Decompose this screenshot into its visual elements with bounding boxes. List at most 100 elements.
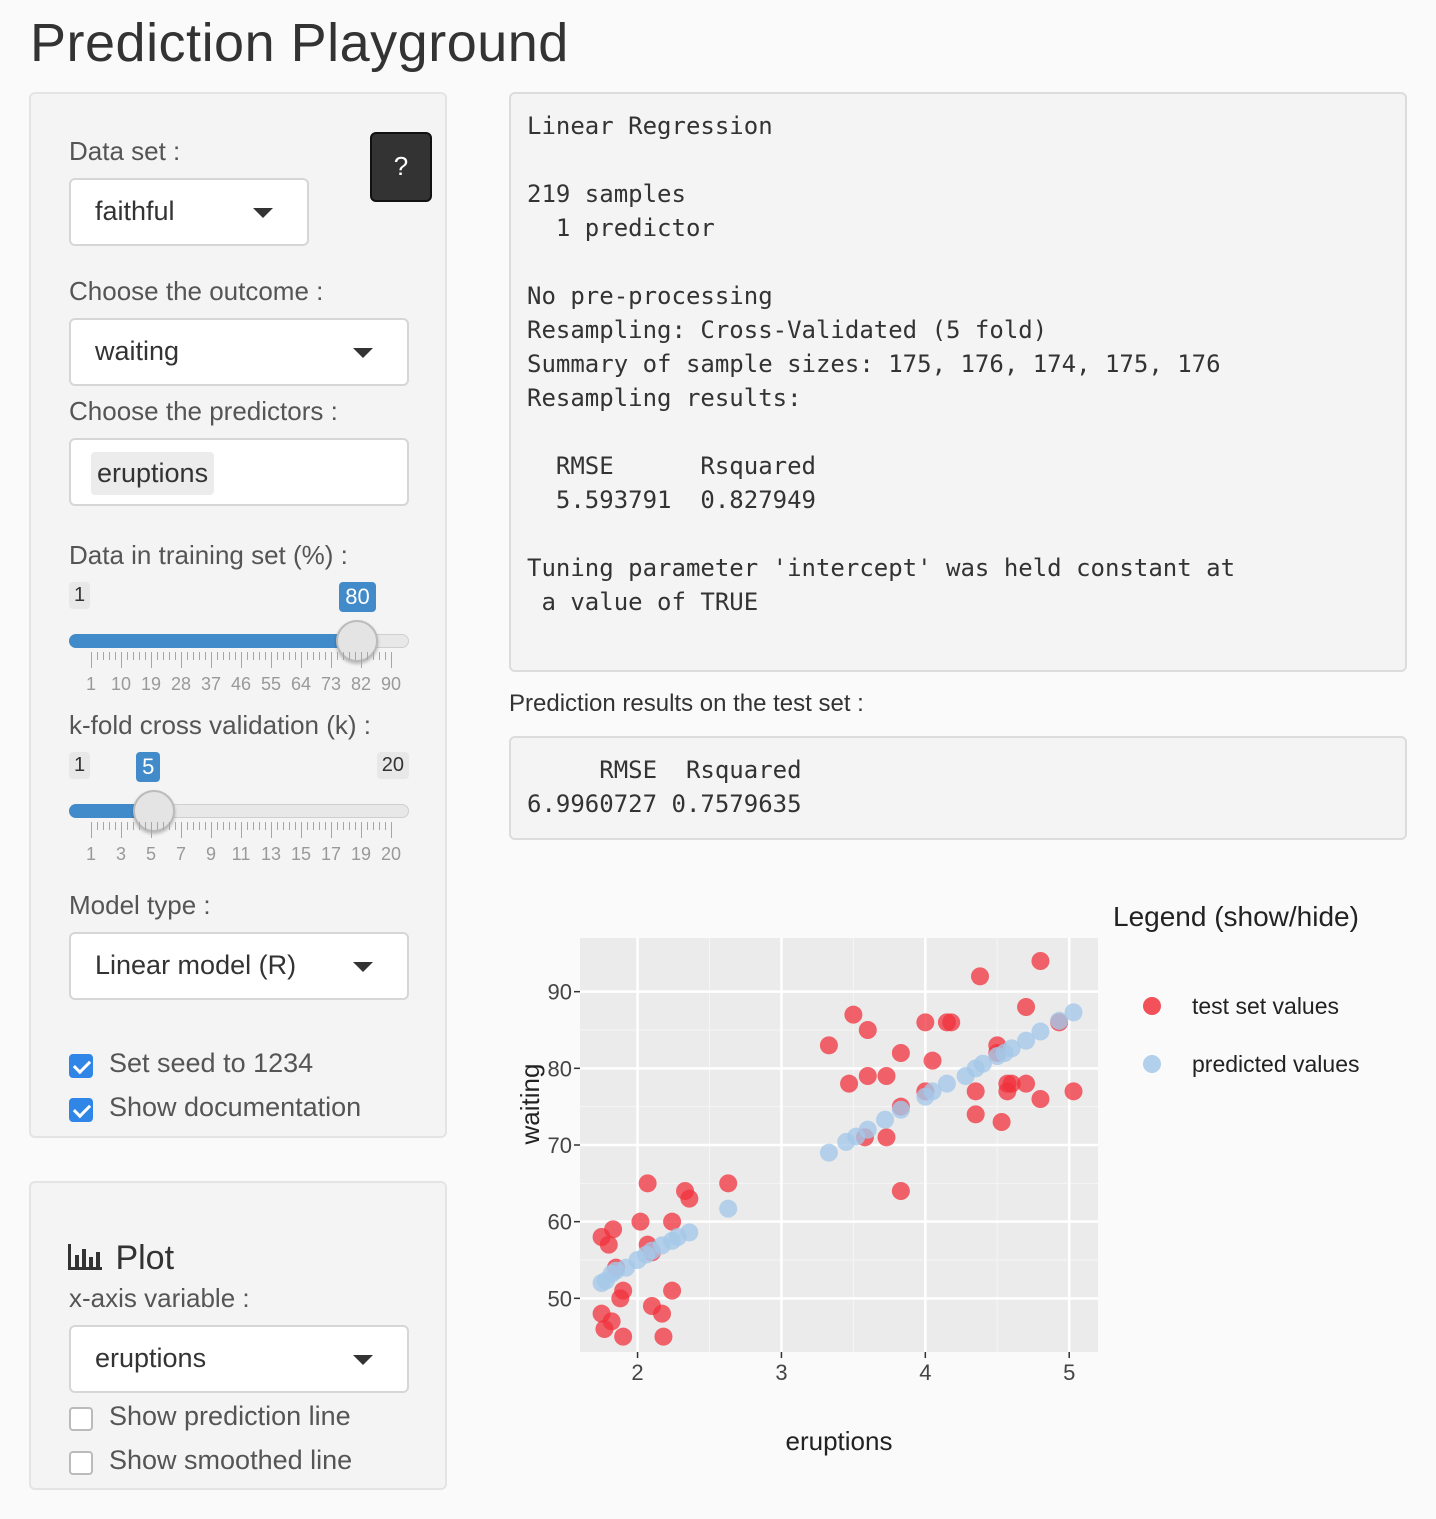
data-point [891,1044,910,1062]
data-point [858,1021,877,1039]
predictor-tag[interactable]: eruptions [91,452,215,495]
data-point [877,1067,896,1085]
slider-grid-label: 46 [230,674,252,694]
slider-grid-label: 64 [290,674,312,694]
slider-tick [145,652,146,660]
x-tick-label: 5 [1063,1360,1075,1385]
plot-heading-text: Plot [115,1239,175,1277]
slider-tick [349,652,350,660]
data-point [937,1074,956,1093]
data-point [923,1082,942,1101]
seed-checkbox-label[interactable]: Set seed to 1234 [109,1048,314,1078]
data-point [638,1174,657,1193]
y-axis-label: waiting [515,1064,545,1146]
seed-checkbox[interactable] [69,1054,93,1078]
slider-tick [373,822,374,830]
slider-grid-label: 10 [110,674,132,694]
slider-tick [145,822,146,830]
slider-tick [235,652,236,660]
data-point [680,1189,699,1208]
data-point [595,1320,614,1338]
output-line: Resampling results: [527,384,802,412]
bar-chart-icon [68,1244,102,1270]
data-point [819,1143,838,1162]
outcome-select[interactable]: waiting [69,318,409,386]
outcome-label: Choose the outcome : [69,276,324,306]
slider-tick [115,822,116,830]
slider-tick [187,822,188,830]
slider-tick [241,822,242,838]
plot-controls-panel: Plot x-axis variable : eruptions Show pr… [29,1181,447,1490]
data-point [840,1074,859,1093]
slider-tick [193,652,194,660]
training-slider[interactable]: 1 80 1 10 19 28 37 46 55 64 73 82 90 [69,582,409,694]
slider-tick [163,652,164,660]
smoothed-line-checkbox[interactable] [69,1451,93,1475]
doc-checkbox[interactable] [69,1098,93,1122]
slider-tick [265,652,266,660]
output-line: 1 predictor [527,214,715,242]
dataset-label: Data set : [69,136,181,166]
slider-tick [151,822,152,838]
plot-heading: Plot [67,1239,174,1278]
x-axis-label: eruptions [786,1426,893,1456]
data-point [599,1235,618,1254]
legend-toggle[interactable]: Legend (show/hide) [1113,901,1359,932]
legend[interactable]: test set values predicted values [1143,993,1360,1077]
slider-value-label: 80 [339,582,376,612]
slider-tick [307,822,308,830]
help-button[interactable]: ? [370,132,432,202]
model-type-label: Model type : [69,890,211,920]
predictors-label: Choose the predictors : [69,396,338,426]
slider-tick [109,822,110,830]
slider-handle[interactable] [133,790,176,832]
model-type-select[interactable]: Linear model (R) [69,932,409,1000]
slider-tick [331,822,332,838]
dataset-select[interactable]: faithful [69,178,309,246]
y-tick-label: 60 [548,1210,572,1235]
axes: 2 3 4 5 50 60 70 80 90 [548,980,1076,1385]
slider-grid-label: 17 [320,844,342,864]
doc-checkbox-label[interactable]: Show documentation [109,1092,362,1122]
slider-tick [223,652,224,660]
prediction-line-checkbox[interactable] [69,1407,93,1431]
data-point [966,1082,985,1101]
output-line: RMSE Rsquared [527,452,816,480]
legend-label: test set values [1192,993,1339,1019]
slider-tick [211,652,212,668]
slider-tick [127,822,128,830]
slider-tick [247,822,248,830]
prediction-line-label[interactable]: Show prediction line [109,1401,351,1431]
slider-tick [157,822,158,830]
slider-grid-label: 90 [380,674,402,694]
slider-tick [355,822,356,830]
data-point [971,967,990,986]
chevron-down-icon [353,962,373,972]
smoothed-line-label[interactable]: Show smoothed line [109,1445,353,1475]
slider-tick [175,822,176,830]
xvar-select[interactable]: eruptions [69,1325,409,1393]
predictors-input[interactable]: eruptions [69,438,409,506]
output-line: 5.593791 0.827949 [527,486,816,514]
slider-tick [271,822,272,838]
slider-grid-label: 1 [85,674,97,694]
model-output: Linear Regression 219 samples 1 predictor… [509,92,1407,672]
slider-tick [91,822,92,838]
output-line: Resampling: Cross-Validated (5 fold) [527,316,1048,344]
slider-grid-label: 9 [205,844,217,864]
slider-tick [307,652,308,660]
slider-tick [283,652,284,660]
slider-tick [361,822,362,838]
slider-tick [181,822,182,838]
data-point [916,1013,935,1032]
slider-tick [97,822,98,830]
slider-tick [115,652,116,660]
data-point [858,1120,877,1139]
slider-tick [193,822,194,830]
outcome-select-value: waiting [95,336,180,366]
slider-tick [199,652,200,660]
slider-max-label: 20 [376,752,409,779]
legend-marker [1143,1055,1161,1073]
kfold-slider[interactable]: 1 20 5 1 3 5 7 9 11 13 15 17 19 20 [69,752,409,864]
data-point [1031,1090,1050,1108]
